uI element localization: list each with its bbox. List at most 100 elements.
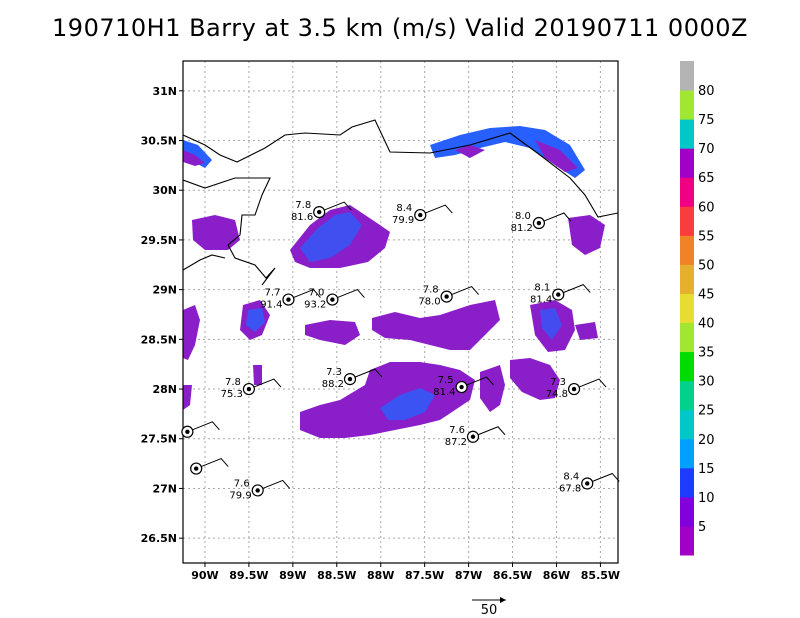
lon-tick-label: 89W xyxy=(279,569,306,582)
station-value-bottom: 78.0 xyxy=(418,297,440,308)
station-value-top: 7.8 xyxy=(423,285,439,296)
colorbar-label: 5 xyxy=(698,520,706,535)
station-marker: 7.687.2 xyxy=(445,425,506,448)
lat-tick-label: 30N xyxy=(152,184,177,197)
station-value-bottom: 91.4 xyxy=(260,300,282,311)
wind-barb xyxy=(425,204,453,214)
station-dot xyxy=(418,212,423,218)
colorbar-swatch xyxy=(680,438,694,469)
station-dot xyxy=(255,488,260,493)
station-value-top: 7.8 xyxy=(295,200,311,211)
colorbar-swatch xyxy=(680,351,694,382)
station-marker: 7.878.0 xyxy=(418,285,480,308)
station-value-top: 8.1 xyxy=(534,283,550,294)
wind-barb xyxy=(324,201,352,211)
station-value-bottom: 81.4 xyxy=(433,387,455,398)
colorbar-swatch xyxy=(680,264,694,294)
colorbar-swatch xyxy=(680,235,694,265)
colorbar-swatch xyxy=(680,496,694,527)
map-frame xyxy=(182,60,619,564)
station-value-top: 7.8 xyxy=(225,377,241,388)
station-dot xyxy=(571,386,577,392)
lat-tick-label: 28N xyxy=(152,383,177,396)
station-dot xyxy=(193,466,199,471)
wind-barb xyxy=(592,472,620,482)
reference-vector-label: 50 xyxy=(481,603,498,618)
colorbar-label: 70 xyxy=(698,142,715,157)
station-marker: 7.388.2 xyxy=(322,367,383,390)
lon-tick-label: 88W xyxy=(367,569,394,582)
station-value-bottom: 88.2 xyxy=(322,379,344,390)
station-value-bottom: 74.8 xyxy=(546,389,568,400)
colorbar-label: 80 xyxy=(698,84,715,99)
station-value-top: 7.5 xyxy=(438,375,454,386)
station-value-top: 7.6 xyxy=(449,425,465,436)
lon-tick-label: 88.5W xyxy=(317,569,356,582)
station-value-top: 7.6 xyxy=(234,478,250,489)
station-value-bottom: 81.6 xyxy=(291,212,313,223)
lat-tick-label: 31N xyxy=(152,85,177,98)
colorbar-swatch xyxy=(680,148,694,178)
colorbar-label: 75 xyxy=(698,113,715,128)
wind-barb xyxy=(337,288,365,299)
axis-tick-labels: 31N 30.5N 30N 29.5N 29N 28.5N 28N 27.5N 27N 26.5N… xyxy=(141,85,620,582)
station-value-bottom: 81.4 xyxy=(530,295,552,306)
wind-barb xyxy=(563,284,591,294)
station-value-bottom: 67.8 xyxy=(559,483,581,494)
station-value-bottom: 79.9 xyxy=(392,215,414,226)
reference-arrowhead xyxy=(500,597,506,603)
station-marker: 7.881.6 xyxy=(291,200,352,223)
lat-tick-label: 26.5N xyxy=(141,532,177,545)
lat-tick-label: 29N xyxy=(152,284,177,297)
station-value-top: 8.4 xyxy=(396,203,412,214)
colorbar-label: 15 xyxy=(698,462,715,477)
lat-tick-label: 29.5N xyxy=(141,234,177,247)
colorbar-label: 50 xyxy=(698,258,715,273)
coastline xyxy=(183,119,618,286)
colorbar-swatch xyxy=(680,61,694,91)
colorbar-label: 35 xyxy=(698,346,715,361)
wind-speed-shading xyxy=(183,126,605,438)
colorbar-label: 60 xyxy=(698,200,715,215)
colorbar-label: 25 xyxy=(698,404,715,419)
colorbar-swatch xyxy=(680,177,694,207)
colorbar-swatch xyxy=(680,293,694,324)
wind-barb xyxy=(192,421,220,431)
wind-barb xyxy=(354,368,383,378)
station-dot xyxy=(347,376,353,382)
colorbar-swatch xyxy=(680,409,694,440)
station-dot xyxy=(185,429,190,434)
wind-barb xyxy=(451,285,480,296)
wind-barb xyxy=(477,426,506,436)
station-value-top: 8.4 xyxy=(563,471,579,482)
lon-tick-label: 86.5W xyxy=(493,569,532,582)
wind-barb xyxy=(200,457,229,468)
station-marker xyxy=(181,421,220,438)
station-dot xyxy=(286,297,291,302)
station-marker: 7.679.9 xyxy=(229,478,291,501)
station-marker: 7.875.3 xyxy=(221,377,282,400)
map-title: 190710H1 Barry at 3.5 km (m/s) Valid 201… xyxy=(52,14,748,42)
station-value-bottom: 79.9 xyxy=(229,490,251,501)
colorbar-swatch xyxy=(680,322,694,353)
wind-barb xyxy=(253,378,282,388)
lat-tick-label: 27.5N xyxy=(141,433,177,446)
colorbar-swatch xyxy=(680,90,694,120)
colorbar-label: 30 xyxy=(698,375,715,390)
colorbar-label: 55 xyxy=(698,229,715,244)
colorbar-label: 45 xyxy=(698,287,715,302)
station-marker: 8.467.8 xyxy=(559,471,620,494)
wind-barb xyxy=(466,376,494,386)
lat-tick-label: 28.5N xyxy=(141,333,177,346)
lon-tick-label: 90W xyxy=(191,569,218,582)
station-value-top: 7.3 xyxy=(326,367,342,378)
colorbar-label: 10 xyxy=(698,491,715,506)
colorbar-label: 65 xyxy=(698,171,715,186)
station-value-top: 7.0 xyxy=(308,288,324,299)
station-dot xyxy=(556,292,561,297)
colorbar-label: 20 xyxy=(698,433,715,448)
wind-barb xyxy=(578,378,607,388)
colorbar-swatch xyxy=(680,525,694,556)
